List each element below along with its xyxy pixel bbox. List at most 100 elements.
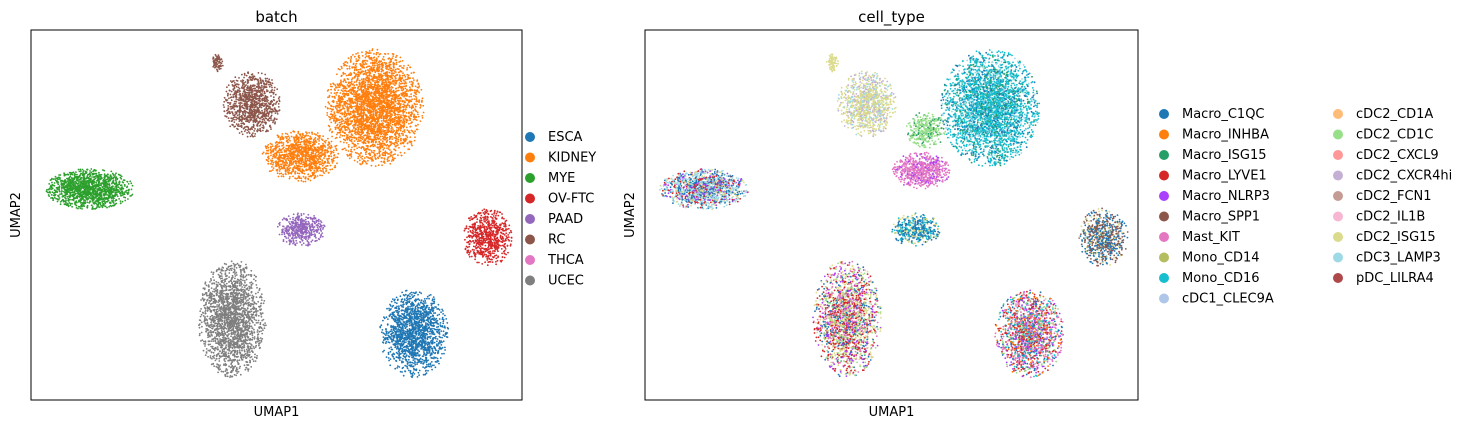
data-point <box>347 90 349 93</box>
data-point <box>381 87 383 90</box>
data-point <box>364 148 367 151</box>
data-point <box>354 143 357 146</box>
data-point <box>323 140 326 143</box>
data-point <box>236 83 238 85</box>
data-point <box>373 52 375 55</box>
data-point <box>377 78 379 81</box>
data-point <box>395 56 397 59</box>
data-point <box>233 125 236 128</box>
data-point <box>378 113 381 116</box>
data-point <box>395 130 398 133</box>
data-point <box>282 163 284 165</box>
data-point <box>363 126 365 129</box>
data-point <box>415 98 418 101</box>
data-point <box>337 84 339 87</box>
data-point <box>361 82 364 85</box>
data-point <box>331 131 333 134</box>
data-point <box>357 130 360 133</box>
data-point <box>246 80 249 83</box>
data-point <box>383 147 386 150</box>
data-point <box>347 127 350 129</box>
data-point <box>357 71 360 74</box>
data-point <box>356 102 359 105</box>
data-point <box>369 153 371 155</box>
data-point <box>401 92 404 94</box>
data-point <box>362 70 365 73</box>
data-point <box>375 140 377 143</box>
data-point <box>303 139 306 142</box>
data-point <box>319 174 321 177</box>
data-point <box>344 147 346 150</box>
data-point <box>356 69 358 72</box>
data-point <box>394 77 397 79</box>
data-point <box>414 92 417 95</box>
data-point <box>325 170 328 172</box>
data-point <box>357 108 360 111</box>
data-point <box>362 114 365 117</box>
data-point <box>368 135 371 138</box>
data-point <box>320 148 323 151</box>
data-point <box>352 62 355 65</box>
data-point <box>301 147 303 149</box>
data-point <box>352 110 355 112</box>
data-point <box>400 78 402 81</box>
data-point <box>246 82 249 85</box>
data-point <box>413 79 415 81</box>
data-point <box>385 141 388 144</box>
data-point <box>269 151 272 154</box>
data-point <box>285 164 288 167</box>
data-point <box>330 88 332 91</box>
data-point <box>389 122 392 125</box>
data-point <box>346 129 348 131</box>
data-point <box>395 137 398 140</box>
data-point <box>296 156 299 159</box>
data-point <box>332 99 335 102</box>
data-point <box>241 104 244 107</box>
point-cluster <box>324 48 425 168</box>
data-point <box>365 102 368 105</box>
data-point <box>391 121 394 123</box>
data-point <box>403 129 406 131</box>
data-point <box>336 110 339 112</box>
data-point <box>364 81 367 84</box>
data-point <box>327 161 330 163</box>
data-point <box>320 155 323 158</box>
data-point <box>328 102 331 105</box>
data-point <box>404 91 406 93</box>
data-point <box>271 157 274 160</box>
data-point <box>399 138 402 141</box>
data-point <box>358 54 360 57</box>
data-point <box>395 135 397 138</box>
data-point <box>304 150 306 153</box>
data-point <box>410 129 413 132</box>
data-point <box>311 171 314 174</box>
data-point <box>348 154 351 157</box>
data-point <box>370 132 373 135</box>
data-point <box>222 104 225 106</box>
data-point <box>400 154 403 157</box>
data-point <box>264 73 267 76</box>
data-point <box>383 61 386 64</box>
data-point <box>374 109 377 112</box>
data-point <box>398 146 400 149</box>
data-point <box>408 130 410 133</box>
data-point <box>300 145 302 148</box>
data-point <box>414 136 416 139</box>
data-point <box>305 160 307 163</box>
data-point <box>360 64 362 67</box>
data-point <box>359 105 362 108</box>
data-point <box>274 142 277 144</box>
data-point <box>342 85 344 88</box>
data-point <box>384 109 386 111</box>
data-point <box>357 94 359 97</box>
data-point <box>393 110 395 113</box>
data-point <box>317 146 320 149</box>
data-point <box>257 87 260 90</box>
data-point <box>373 74 375 77</box>
data-point <box>325 139 327 142</box>
data-point <box>362 88 365 91</box>
data-point <box>350 148 353 151</box>
data-point <box>387 145 390 147</box>
data-point <box>309 163 312 166</box>
data-point <box>369 138 372 141</box>
